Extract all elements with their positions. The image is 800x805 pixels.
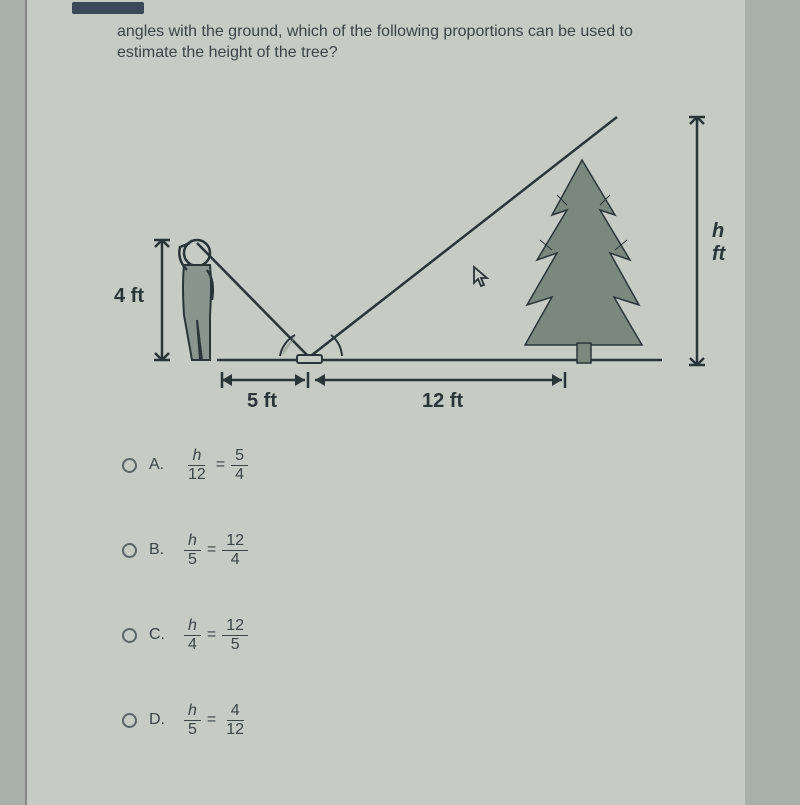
question-line-1: angles with the ground, which of the fol… — [117, 23, 633, 40]
mouse-cursor-icon — [472, 265, 492, 296]
left-distance-label: 5 ft — [247, 390, 277, 413]
fraction-a-lhs: h 12 — [184, 447, 210, 483]
equals-b: = — [207, 541, 216, 559]
radio-a[interactable] — [122, 458, 137, 473]
fraction-c-rhs: 12 5 — [222, 617, 248, 653]
tree-height-label: h ft — [712, 220, 742, 266]
label-b: B. — [149, 541, 169, 559]
fraction-d-rhs: 4 12 — [222, 702, 248, 738]
answer-choice-c[interactable]: C. h 4 = 12 5 — [122, 610, 248, 660]
similar-triangles-diagram: 4 ft h ft 5 ft 12 ft — [122, 85, 742, 415]
label-d: D. — [149, 711, 169, 729]
right-distance-label: 12 ft — [422, 390, 463, 413]
question-line-2: estimate the height of the tree? — [117, 44, 338, 61]
equals-d: = — [207, 711, 216, 729]
person-height-label: 4 ft — [114, 285, 144, 308]
equals-c: = — [207, 626, 216, 644]
answer-choice-b[interactable]: B. h 5 = 12 4 — [122, 525, 248, 575]
fraction-d-lhs: h 5 — [184, 702, 201, 738]
fraction-b-lhs: h 5 — [184, 532, 201, 568]
fraction-c-lhs: h 4 — [184, 617, 201, 653]
radio-c[interactable] — [122, 628, 137, 643]
equals-a: = — [216, 456, 225, 474]
radio-b[interactable] — [122, 543, 137, 558]
radio-d[interactable] — [122, 713, 137, 728]
fraction-a-rhs: 5 4 — [231, 447, 248, 483]
answer-choice-a[interactable]: A. h 12 = 5 4 — [122, 440, 248, 490]
label-c: C. — [149, 626, 169, 644]
header-badge — [72, 2, 144, 14]
fraction-b-rhs: 12 4 — [222, 532, 248, 568]
answer-choices: A. h 12 = 5 4 B. h 5 = 12 4 — [122, 440, 248, 780]
label-a: A. — [149, 456, 169, 474]
worksheet-paper: angles with the ground, which of the fol… — [25, 0, 745, 805]
question-text: angles with the ground, which of the fol… — [117, 22, 737, 64]
answer-choice-d[interactable]: D. h 5 = 4 12 — [122, 695, 248, 745]
